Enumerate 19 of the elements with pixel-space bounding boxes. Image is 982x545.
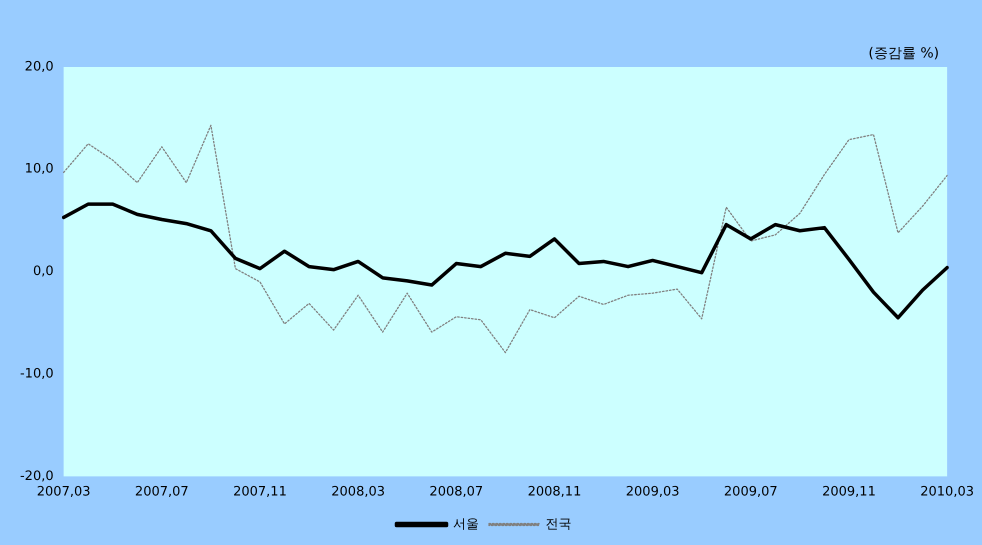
x-tick-label: 2007,03: [36, 484, 91, 500]
x-tick-label: 2007,11: [233, 484, 287, 500]
legend-label: 전국: [546, 516, 572, 532]
y-tick-label: 20,0: [24, 59, 54, 74]
x-tick-label: 2009,03: [626, 484, 680, 500]
legend-label: 서울: [453, 516, 479, 532]
x-tick-label: 2009,07: [724, 484, 778, 500]
y-tick-label: -10,0: [20, 366, 54, 382]
x-tick-label: 2010,03: [920, 484, 974, 500]
x-tick-label: 2008,07: [429, 484, 484, 500]
y-tick-label: -20,0: [20, 468, 54, 484]
line-series: [62, 124, 948, 354]
y-tick-label: 0,0: [32, 264, 54, 280]
x-tick-label: 2008,11: [528, 484, 582, 500]
x-tick-label: 2007,07: [134, 484, 189, 500]
x-tick-label: 2009,11: [822, 484, 876, 500]
text: (증감률 %): [868, 46, 940, 62]
y-tick-label: 10,0: [24, 162, 54, 177]
x-tick-label: 2008,03: [331, 484, 386, 500]
